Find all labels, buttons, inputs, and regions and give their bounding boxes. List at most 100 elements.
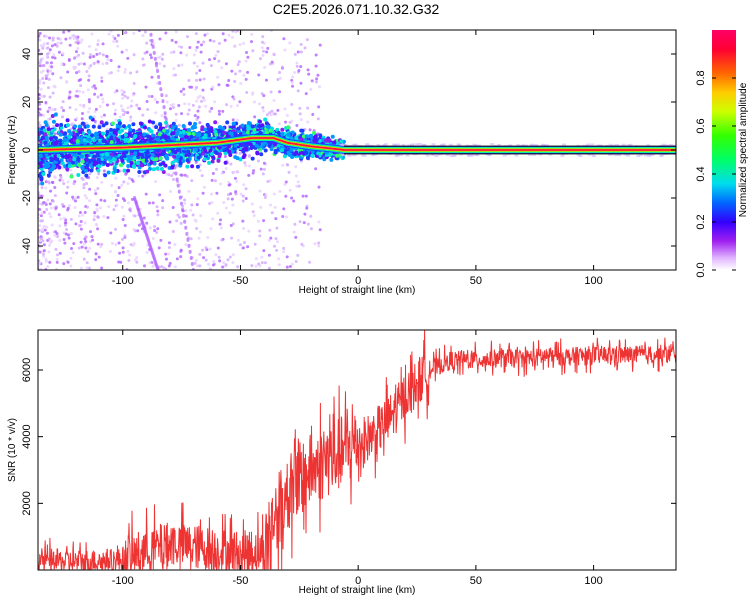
spectrogram-speckle	[92, 218, 96, 222]
spectrogram-speckle	[68, 204, 72, 208]
spectrogram-speckle	[229, 224, 233, 228]
spectrogram-streak	[149, 32, 153, 37]
spectrogram-band-cell	[241, 127, 246, 132]
spectrogram-speckle	[213, 100, 217, 104]
spectrogram-speckle	[296, 89, 300, 93]
spectrogram-band-cell	[94, 131, 99, 136]
spectrogram-speckle	[44, 186, 48, 190]
spectrogram-band-cell	[207, 160, 212, 165]
spectrogram-band-cell	[46, 127, 51, 132]
spectrogram-speckle	[185, 174, 189, 178]
spectrogram-band-cell	[126, 168, 131, 173]
spectrogram-speckle	[85, 266, 89, 270]
spectrogram-band-cell	[217, 125, 222, 130]
spectrogram-speckle	[135, 260, 139, 264]
spectrogram-speckle	[59, 175, 63, 179]
spectrogram-speckle	[227, 33, 231, 37]
spectrogram-speckle	[86, 110, 90, 114]
spectrogram-speckle	[53, 186, 57, 190]
spectrogram-speckle	[122, 90, 126, 94]
spectrogram-speckle	[156, 227, 160, 231]
spectrogram-speckle	[48, 117, 52, 121]
spectrogram-halo	[451, 154, 456, 157]
spectrogram-speckle	[257, 73, 261, 77]
spectrogram-speckle	[93, 110, 97, 114]
spectrogram-speckle	[52, 84, 56, 88]
spectrogram-speckle	[174, 40, 178, 44]
spectrogram-speckle	[283, 120, 287, 124]
spectrogram-speckle	[234, 190, 238, 194]
spectrogram-speckle	[168, 261, 172, 265]
spectrogram-band-cell	[179, 134, 184, 139]
spectrogram-speckle	[169, 189, 173, 193]
spectrogram-streak	[187, 243, 191, 248]
spectrogram-speckle	[117, 65, 121, 69]
spectrogram-band-cell	[138, 121, 143, 126]
spectrogram-band-cell	[40, 181, 45, 186]
spectrogram-speckle	[39, 113, 43, 117]
spectrogram-speckle	[285, 255, 289, 259]
spectrogram-speckle	[59, 41, 63, 45]
spectrogram-speckle	[50, 223, 54, 227]
spectrogram-speckle	[299, 81, 303, 85]
spectrogram-speckle	[292, 230, 296, 234]
spectrogram-speckle	[71, 195, 75, 199]
spectrogram-speckle	[179, 45, 183, 49]
spectrogram-speckle	[182, 87, 186, 91]
spectrogram-streak	[176, 183, 180, 188]
spectrogram-speckle	[195, 78, 199, 82]
spectrogram-speckle	[113, 108, 117, 112]
spectrogram-band-cell	[241, 149, 246, 154]
spectrogram-halo	[468, 154, 473, 157]
spectrogram-speckle	[268, 62, 272, 66]
spectrogram-band-cell	[106, 170, 111, 175]
spectrogram-speckle	[64, 37, 68, 41]
spectrogram-band-cell	[232, 131, 237, 136]
spectrogram-speckle	[72, 242, 76, 246]
spectrogram-speckle	[76, 195, 80, 199]
spectrogram-speckle	[103, 199, 107, 203]
spectrogram-speckle	[75, 116, 79, 120]
spectrogram-speckle	[38, 38, 42, 42]
spectrogram-halo	[616, 153, 621, 156]
spectrogram-speckle	[79, 240, 83, 244]
spectrogram-band-cell	[286, 125, 291, 130]
spectrogram-speckle	[304, 92, 308, 96]
spectrogram-band-cell	[143, 138, 148, 143]
spectrogram-speckle	[113, 112, 117, 116]
spectrogram-speckle	[175, 163, 179, 167]
spectrogram-speckle	[141, 113, 145, 117]
spectrogram-speckle	[263, 196, 267, 200]
spectrogram-speckle	[260, 40, 264, 44]
spectrogram-speckle	[163, 267, 167, 270]
spectrogram-speckle	[142, 216, 146, 220]
spectrogram-band-cell	[99, 120, 104, 125]
spectrogram-band-cell	[94, 135, 99, 140]
spectrogram-speckle	[167, 252, 171, 256]
spectrogram-speckle	[199, 214, 203, 218]
spectrogram-speckle	[184, 214, 188, 218]
spectrogram-halo	[661, 143, 666, 146]
spectrogram-speckle	[205, 32, 209, 36]
spectrogram-speckle	[173, 73, 177, 77]
spectrogram-band-cell	[53, 136, 58, 141]
spectrogram-speckle	[170, 174, 174, 178]
spectrogram-halo	[528, 153, 533, 156]
spectrogram-y-tick-label: 20	[21, 96, 33, 108]
spectrogram-speckle	[39, 214, 43, 218]
spectrogram-speckle	[114, 190, 118, 194]
spectrogram-speckle	[208, 38, 212, 42]
spectrogram-speckle	[275, 248, 279, 252]
spectrogram-band-cell	[170, 136, 175, 141]
spectrogram-speckle	[66, 260, 70, 264]
spectrogram-halo	[352, 154, 357, 157]
spectrogram-halo	[540, 143, 545, 146]
spectrogram-speckle	[70, 246, 74, 250]
spectrogram-speckle	[93, 119, 97, 123]
spectrogram-halo	[647, 153, 652, 156]
spectrogram-speckle	[81, 90, 85, 94]
spectrogram-speckle	[57, 50, 61, 54]
spectrogram-speckle	[51, 38, 55, 42]
spectrogram-speckle	[114, 243, 118, 247]
spectrogram-band-cell	[57, 165, 62, 170]
